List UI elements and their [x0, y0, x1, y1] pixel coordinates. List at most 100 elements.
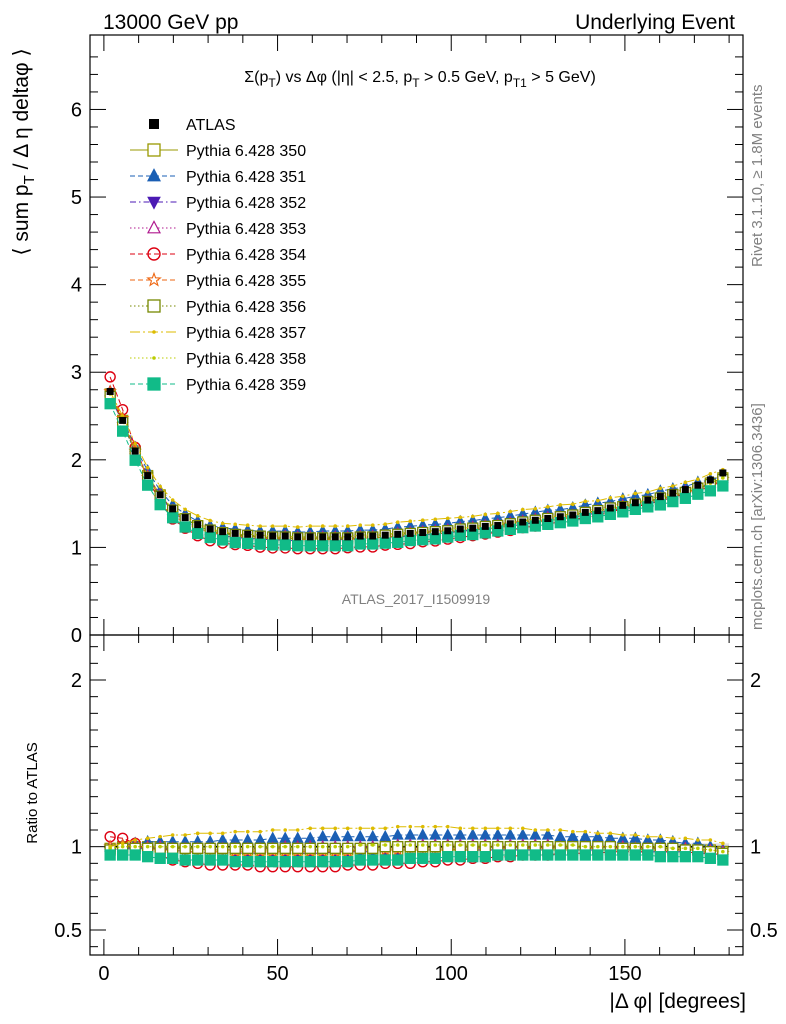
reference-data-point [394, 530, 402, 538]
ratio-data-point [621, 833, 625, 837]
ratio-data-point [395, 824, 400, 829]
plot-title-sub-3: T1 [513, 76, 527, 90]
reference-data-point [256, 531, 264, 539]
reference-data-point [169, 505, 177, 513]
ratio-data-point [646, 834, 650, 839]
ratio-data-point [120, 844, 125, 849]
legend-item-1: Pythia 6.428 351 [130, 168, 306, 186]
ratio-data-point [333, 844, 338, 849]
ratio-data-point [404, 852, 416, 864]
legend-marker [146, 271, 162, 287]
main-data-point [158, 484, 162, 489]
plot-title-sub-2: T [412, 76, 420, 90]
ratio-data-point [629, 849, 641, 861]
ratio-data-point [204, 854, 216, 866]
ratio-data-point [308, 826, 313, 831]
ratio-data-point [621, 844, 625, 849]
ratio-data-point [508, 826, 513, 831]
main-series-line [109, 391, 724, 538]
reference-data-point [269, 532, 277, 540]
ratio-data-point [608, 844, 613, 849]
ratio-data-point [658, 844, 663, 849]
ratio-data-point [516, 828, 529, 840]
ratio-data-point [295, 828, 300, 832]
ratio-data-point [658, 834, 663, 839]
reference-data-point [456, 525, 464, 533]
ratio-data-point [654, 851, 666, 863]
reference-data-point [431, 528, 439, 536]
ratio-series-line [110, 834, 724, 851]
main-data-point [608, 496, 613, 500]
legend-marker [147, 247, 161, 261]
ratio-data-point [554, 849, 566, 861]
ratio-data-point [692, 851, 704, 863]
reference-data-point [106, 387, 114, 395]
reference-data-point [331, 533, 339, 541]
reference-data-point [656, 493, 664, 501]
main-series-line [109, 393, 724, 540]
ratio-data-point [708, 848, 713, 852]
ratio-data-point [345, 844, 350, 849]
ratio-series-line [110, 844, 723, 854]
ratio-data-point [208, 831, 212, 836]
main-y-tick-label: 5 [71, 187, 82, 209]
main-data-point [571, 502, 575, 507]
ratio-data-point [508, 843, 513, 847]
ratio-data-point [429, 828, 442, 840]
ratio-data-point [267, 856, 279, 868]
ratio-data-point [266, 831, 279, 843]
main-data-point [417, 534, 429, 546]
legend-label: Pythia 6.428 355 [186, 273, 306, 290]
main-data-point [233, 522, 237, 527]
ratio-data-point [545, 843, 550, 847]
plot-title-part-e: > 0.5 GeV, p [420, 69, 513, 86]
ratio-data-point [192, 854, 204, 866]
main-data-point [220, 521, 225, 526]
main-data-point [320, 524, 325, 528]
main-series-line [109, 396, 724, 539]
plot-title-part-g: > 5 GeV) [527, 69, 596, 86]
reference-data-point [219, 528, 227, 536]
reference-data-point [606, 504, 614, 512]
main-data-point [370, 523, 375, 527]
main-data-point [117, 425, 129, 437]
reference-data-point [631, 499, 639, 507]
ratio-data-point [454, 828, 467, 840]
main-data-point [204, 531, 216, 544]
main-data-point [308, 524, 313, 528]
reference-data-point [131, 447, 139, 455]
ratio-data-point [145, 836, 150, 841]
ratio-data-point [671, 836, 675, 841]
ratio-data-point [433, 824, 438, 829]
ratio-data-point [408, 824, 413, 829]
ratio-data-point [466, 828, 479, 840]
reference-data-point [144, 472, 152, 480]
main-data-point [254, 538, 266, 550]
ratio-data-point [195, 831, 200, 836]
ratio-data-point [358, 843, 363, 847]
main-data-point [654, 499, 666, 511]
ratio-data-point [320, 826, 325, 831]
ratio-data-point [408, 843, 413, 847]
ratio-data-point [170, 833, 175, 837]
main-data-point [229, 536, 241, 549]
ratio-data-point [183, 833, 187, 837]
reference-data-point [619, 501, 627, 509]
reference-data-point [206, 525, 214, 533]
main-data-point [304, 540, 316, 552]
reference-data-point [319, 533, 327, 541]
ratio-data-point [679, 851, 691, 863]
ratio-data-point [604, 849, 616, 861]
reference-data-point [581, 508, 589, 516]
main-data-point [317, 540, 329, 552]
ratio-panel-frame [89, 634, 744, 956]
ratio-data-point [358, 826, 363, 831]
legend-marker [147, 196, 161, 210]
main-data-point [104, 371, 116, 383]
main-data-point [183, 507, 187, 512]
header-left-label: 13000 GeV pp [103, 11, 238, 34]
reference-data-point [506, 520, 514, 528]
ratio-data-point [133, 844, 137, 849]
ratio-data-point [445, 824, 450, 829]
